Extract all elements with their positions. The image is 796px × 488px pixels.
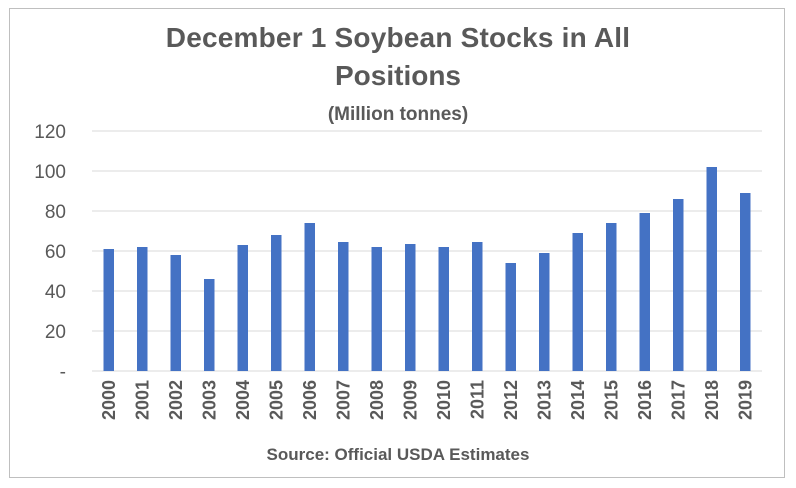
y-tick-label: 20 bbox=[45, 322, 66, 343]
y-tick-label: - bbox=[60, 362, 66, 383]
x-tick-label: 2011 bbox=[467, 380, 487, 419]
bar-2016 bbox=[639, 213, 650, 371]
bar-2008 bbox=[371, 247, 382, 371]
x-tick-label: 2016 bbox=[635, 380, 655, 420]
y-tick-label: 80 bbox=[45, 202, 66, 223]
x-tick-label: 2001 bbox=[132, 380, 152, 420]
bar-2009 bbox=[405, 244, 416, 371]
x-tick-label: 2017 bbox=[668, 380, 688, 420]
y-tick-label: 120 bbox=[34, 122, 66, 143]
bar-2000 bbox=[103, 249, 114, 371]
bar-2012 bbox=[505, 263, 516, 371]
x-tick-label: 2006 bbox=[300, 380, 320, 420]
x-tick-label: 2000 bbox=[99, 380, 119, 420]
bar-2011 bbox=[472, 242, 483, 371]
bar-2018 bbox=[706, 167, 717, 371]
x-tick-label: 2018 bbox=[702, 380, 722, 420]
bar-2006 bbox=[304, 223, 315, 371]
bar-2005 bbox=[271, 235, 282, 371]
bar-2014 bbox=[572, 233, 583, 371]
bar-2007 bbox=[338, 242, 349, 371]
x-tick-label: 2008 bbox=[367, 380, 387, 420]
bar-2017 bbox=[673, 199, 684, 371]
chart-frame bbox=[9, 8, 785, 478]
y-tick-label: 100 bbox=[34, 162, 66, 183]
x-tick-label: 2007 bbox=[333, 380, 353, 420]
chart-subtitle: (Million tonnes) bbox=[327, 104, 469, 125]
y-tick-label: 40 bbox=[45, 282, 66, 303]
y-tick-label: 60 bbox=[45, 242, 66, 263]
x-tick-label: 2014 bbox=[568, 380, 588, 420]
bar-2001 bbox=[137, 247, 148, 371]
chart-source-note: Source: Official USDA Estimates bbox=[266, 445, 530, 464]
x-tick-label: 2009 bbox=[400, 380, 420, 420]
chart-title-line-2: Positions bbox=[334, 60, 461, 91]
x-axis-ticks: 2000 2001 2002 2003 2004 2005 2006 2007 2008 2009… bbox=[99, 380, 756, 420]
bar-2010 bbox=[438, 247, 449, 371]
x-tick-label: 2012 bbox=[501, 380, 521, 420]
bar-2002 bbox=[170, 255, 181, 371]
x-tick-label: 2003 bbox=[199, 380, 219, 420]
x-tick-label: 2013 bbox=[534, 380, 554, 420]
bar-2004 bbox=[237, 245, 248, 371]
x-tick-label: 2010 bbox=[434, 380, 454, 420]
x-tick-label: 2019 bbox=[735, 380, 755, 420]
bar-2013 bbox=[539, 253, 550, 371]
bar-2003 bbox=[204, 279, 215, 371]
chart-title-line-1: December 1 Soybean Stocks in All bbox=[165, 22, 631, 53]
gridlines bbox=[92, 130, 762, 372]
bar-2019 bbox=[740, 193, 751, 371]
bars bbox=[103, 167, 751, 371]
y-axis-ticks: - 20 40 60 80 100 120 bbox=[34, 122, 66, 383]
x-tick-label: 2004 bbox=[233, 380, 253, 420]
x-tick-label: 2015 bbox=[601, 380, 621, 420]
x-tick-label: 2005 bbox=[266, 380, 286, 420]
x-tick-label: 2002 bbox=[166, 380, 186, 420]
bar-2015 bbox=[606, 223, 617, 371]
